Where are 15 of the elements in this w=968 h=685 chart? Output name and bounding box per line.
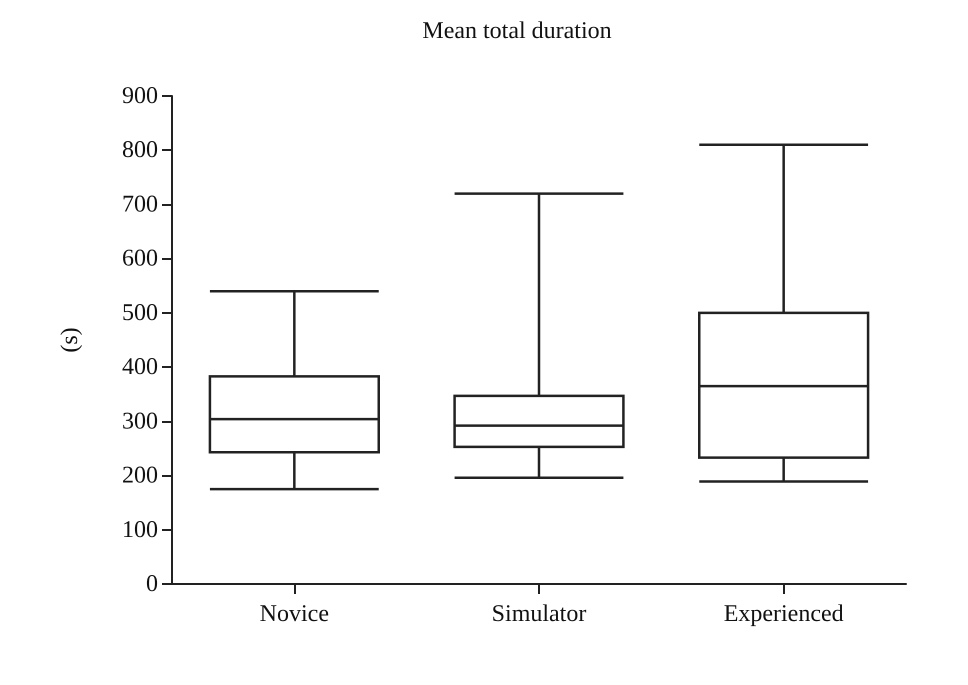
x-tick-label: Simulator bbox=[492, 601, 586, 627]
y-axis-title: (s) bbox=[57, 327, 83, 353]
x-tick-label: Experienced bbox=[724, 601, 844, 627]
y-tick-label: 400 bbox=[122, 354, 158, 380]
chart-title: Mean total duration bbox=[422, 18, 612, 44]
y-tick-label: 900 bbox=[122, 83, 158, 109]
y-tick-label: 800 bbox=[122, 137, 158, 164]
y-tick-label: 700 bbox=[122, 191, 158, 218]
y-tick-label: 600 bbox=[122, 246, 158, 272]
y-tick-label: 300 bbox=[122, 408, 158, 434]
y-tick-label: 0 bbox=[146, 571, 158, 597]
x-tick-label: Novice bbox=[260, 601, 329, 627]
y-tick-label: 100 bbox=[122, 516, 158, 543]
y-tick-label: 200 bbox=[122, 462, 158, 489]
y-tick-label: 500 bbox=[122, 300, 158, 326]
